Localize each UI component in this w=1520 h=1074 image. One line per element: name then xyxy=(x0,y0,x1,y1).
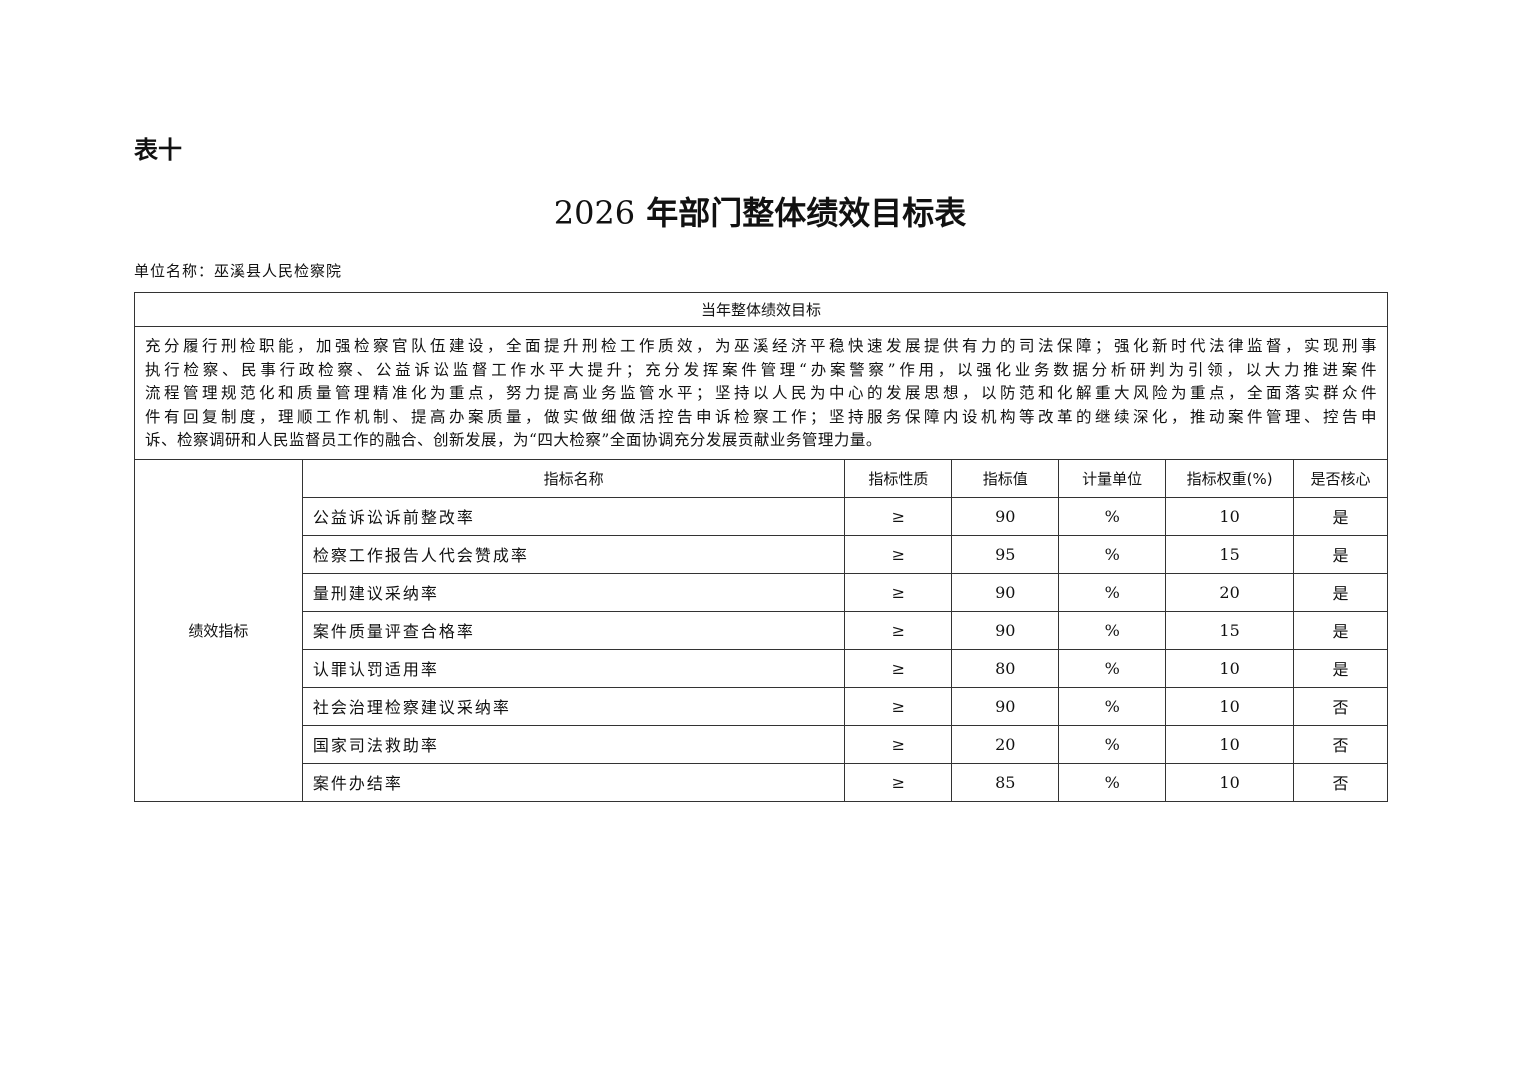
column-header: 指标值 xyxy=(951,458,1060,498)
indicator-name: 公益诉讼诉前整改率 xyxy=(301,496,846,536)
table-row: 检察工作报告人代会赞成率 ≥95% 15 是 xyxy=(135,534,1388,574)
unit: % xyxy=(1058,762,1167,802)
indicator-value: 80 xyxy=(951,648,1060,688)
indicator-value: 20 xyxy=(951,724,1060,764)
page-title: 2026 年部门整体绩效目标表 xyxy=(0,188,1520,234)
is-core: 否 xyxy=(1293,724,1388,764)
column-header: 指标权重(%) xyxy=(1165,458,1295,498)
goal-line: 流程管理规范化和质量管理精准化为重点，努力提高业务监管水平；坚持以人民为中心的发… xyxy=(145,384,1377,402)
indicator-nature: ≥ xyxy=(844,724,953,764)
indicator-name: 量刑建议采纳率 xyxy=(301,572,846,612)
indicator-name: 社会治理检察建议采纳率 xyxy=(301,686,846,726)
indicator-nature: ≥ xyxy=(844,572,953,612)
unit: % xyxy=(1058,648,1167,688)
is-core: 是 xyxy=(1293,648,1388,688)
is-core: 是 xyxy=(1293,496,1388,536)
goal-line: 件有回复制度，理顺工作机制、提高办案质量，做实做细做活控告申诉检察工作；坚持服务… xyxy=(145,407,1377,426)
weight: 10 xyxy=(1165,496,1295,536)
unit: % xyxy=(1058,610,1167,650)
indicator-value: 90 xyxy=(951,610,1060,650)
column-header: 指标名称 xyxy=(301,458,846,498)
indicator-nature: ≥ xyxy=(844,496,953,536)
unit-name: 单位名称：巫溪县人民检察院 xyxy=(134,262,343,280)
table-row: 社会治理检察建议采纳率 ≥90% 10 否 xyxy=(135,686,1388,726)
goal-text: 充分履行刑检职能，加强检察官队伍建设，全面提升刑检工作质效，为巫溪经济平稳快速发… xyxy=(134,326,1388,460)
indicator-value: 90 xyxy=(951,686,1060,726)
weight: 15 xyxy=(1165,610,1295,650)
indicator-nature: ≥ xyxy=(844,762,953,802)
weight: 10 xyxy=(1165,724,1295,764)
is-core: 否 xyxy=(1293,686,1388,726)
weight: 10 xyxy=(1165,686,1295,726)
weight: 10 xyxy=(1165,762,1295,802)
weight: 15 xyxy=(1165,534,1295,574)
indicator-value: 90 xyxy=(951,496,1060,536)
doc-label: 表十 xyxy=(134,136,182,164)
indicator-nature: ≥ xyxy=(844,534,953,574)
table-row: 案件质量评查合格率 ≥90% 15 是 xyxy=(135,610,1388,650)
unit: % xyxy=(1058,496,1167,536)
indicator-name: 国家司法救助率 xyxy=(301,724,846,764)
title-year: 2026 xyxy=(553,194,636,232)
unit: % xyxy=(1058,724,1167,764)
unit: % xyxy=(1058,572,1167,612)
table-row: 案件办结率 ≥85% 10 否 xyxy=(135,762,1388,802)
table-row: 认罪认罚适用率 ≥80% 10 是 xyxy=(135,648,1388,688)
column-header: 指标性质 xyxy=(844,458,953,498)
unit: % xyxy=(1058,686,1167,726)
indicator-value: 95 xyxy=(951,534,1060,574)
indicator-name: 检察工作报告人代会赞成率 xyxy=(301,534,846,574)
indicator-value: 85 xyxy=(951,762,1060,802)
weight: 10 xyxy=(1165,648,1295,688)
is-core: 是 xyxy=(1293,534,1388,574)
indicator-name: 认罪认罚适用率 xyxy=(301,648,846,688)
table-row: 公益诉讼诉前整改率 ≥90% 10 是 xyxy=(135,496,1388,536)
table-row: 国家司法救助率 ≥20% 10 否 xyxy=(135,724,1388,764)
indicator-nature: ≥ xyxy=(844,686,953,726)
is-core: 是 xyxy=(1293,610,1388,650)
title-text: 年部门整体绩效目标表 xyxy=(646,194,967,232)
is-core: 是 xyxy=(1293,572,1388,612)
indicator-name: 案件质量评查合格率 xyxy=(301,610,846,650)
indicator-nature: ≥ xyxy=(844,648,953,688)
section-header: 当年整体绩效目标 xyxy=(134,292,1388,327)
column-header: 计量单位 xyxy=(1058,458,1167,498)
weight: 20 xyxy=(1165,572,1295,612)
performance-table: 当年整体绩效目标 充分履行刑检职能，加强检察官队伍建设，全面提升刑检工作质效，为… xyxy=(134,292,1388,802)
indicators-label: 绩效指标 xyxy=(134,458,303,802)
indicator-nature: ≥ xyxy=(844,610,953,650)
table-row: 量刑建议采纳率 ≥90% 20 是 xyxy=(135,572,1388,612)
is-core: 否 xyxy=(1293,762,1388,802)
goal-line: 诉、检察调研和人民监督员工作的融合、创新发展，为“四大检察”全面协调充分发展贡献… xyxy=(145,431,882,449)
unit: % xyxy=(1058,534,1167,574)
goal-line: 充分履行刑检职能，加强检察官队伍建设，全面提升刑检工作质效，为巫溪经济平稳快速发… xyxy=(145,337,1377,355)
indicator-value: 90 xyxy=(951,572,1060,612)
column-header: 是否核心 xyxy=(1293,458,1388,498)
goal-line: 执行检察、民事行政检察、公益诉讼监督工作水平大提升；充分发挥案件管理“办案警察”… xyxy=(145,360,1377,379)
indicator-name: 案件办结率 xyxy=(301,762,846,802)
